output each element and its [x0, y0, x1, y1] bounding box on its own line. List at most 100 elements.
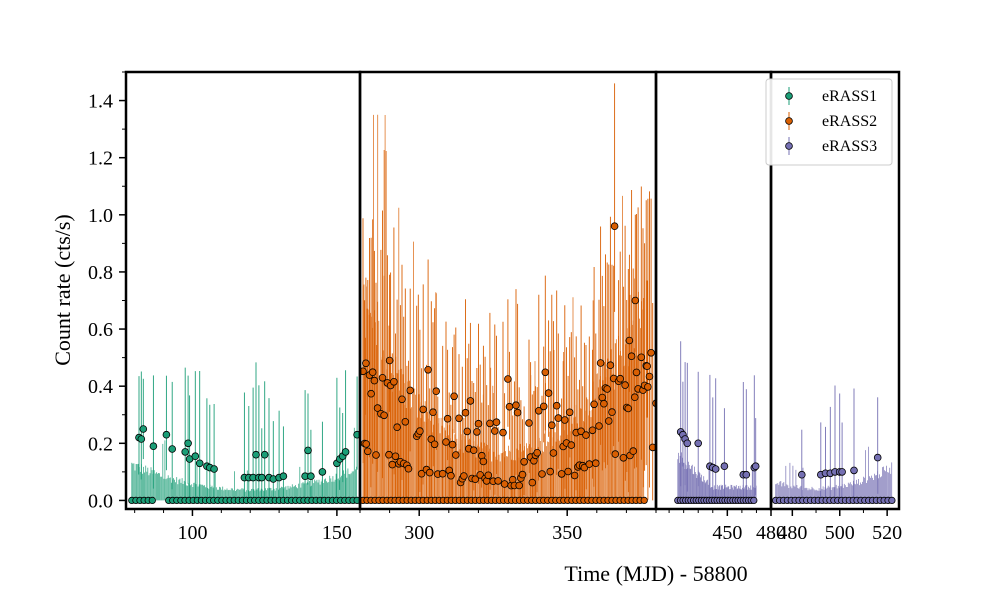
y-tick-label: 1.0	[88, 205, 113, 227]
data-point	[619, 453, 628, 462]
data-point	[304, 446, 312, 455]
data-point	[598, 393, 607, 402]
x-tick-label: 350	[552, 522, 582, 544]
data-point	[751, 462, 760, 471]
data-point	[595, 422, 603, 430]
data-point	[486, 419, 494, 428]
data-point	[591, 459, 600, 468]
data-point	[307, 472, 315, 481]
data-point	[624, 404, 633, 413]
data-point	[647, 348, 655, 357]
data-point	[252, 450, 260, 459]
y-tick-label: 1.2	[88, 148, 113, 170]
data-point	[603, 385, 611, 393]
data-point	[353, 496, 360, 504]
x-tick-label: 450	[712, 522, 742, 544]
data-point	[513, 408, 522, 417]
data-point	[565, 408, 574, 417]
data-point	[401, 417, 410, 426]
data-point	[139, 425, 148, 433]
x-tick-label: 480	[777, 522, 807, 544]
y-tick-label: 0.2	[88, 433, 113, 455]
data-point	[195, 459, 204, 468]
x-axis-title: Time (MJD) - 58800	[564, 561, 747, 586]
data-point	[505, 402, 514, 411]
data-point	[720, 462, 729, 471]
data-point	[385, 450, 393, 459]
data-point	[546, 467, 554, 476]
data-point	[425, 468, 434, 477]
data-point	[210, 465, 218, 473]
data-point	[484, 471, 493, 480]
data-point	[184, 439, 192, 448]
data-point	[504, 375, 512, 383]
data-point	[608, 408, 616, 416]
data-point	[621, 381, 629, 389]
data-point	[419, 405, 428, 414]
data-point	[181, 448, 190, 456]
legend-box	[765, 78, 893, 166]
legend-entry: eRASS1	[822, 88, 877, 105]
data-point	[711, 465, 720, 473]
data-point	[260, 450, 269, 459]
data-point	[637, 353, 646, 362]
data-point	[388, 460, 397, 469]
y-tick-label: 0.6	[88, 319, 113, 341]
x-tick-label: 100	[177, 522, 207, 544]
data-point	[398, 395, 406, 404]
data-point	[149, 442, 158, 451]
data-point	[362, 440, 371, 448]
data-point	[380, 411, 388, 420]
panel-1-error-bars	[131, 362, 358, 501]
data-point	[630, 393, 639, 402]
data-point	[447, 471, 455, 480]
data-point	[582, 431, 590, 439]
data-point	[391, 452, 400, 461]
data-point	[390, 377, 398, 386]
data-point	[191, 452, 200, 461]
data-point	[520, 457, 528, 466]
data-point	[492, 418, 501, 427]
data-point	[471, 475, 480, 484]
data-point	[438, 469, 447, 478]
data-point	[490, 427, 499, 435]
x-tick-label: 300	[404, 522, 434, 544]
legend-marker	[785, 142, 793, 150]
y-tick-label: 0.0	[88, 490, 113, 512]
data-point	[406, 386, 415, 395]
y-tick-label: 0.4	[88, 376, 113, 398]
panel-2-points	[360, 222, 656, 504]
data-point	[461, 408, 470, 417]
data-point	[443, 414, 452, 423]
data-point	[455, 414, 463, 423]
data-point	[629, 447, 637, 455]
data-point	[368, 368, 377, 377]
panel-frames	[124, 70, 901, 511]
data-point	[554, 414, 563, 422]
data-point	[600, 399, 608, 408]
data-point	[528, 478, 537, 487]
data-point	[257, 473, 266, 482]
data-point	[645, 372, 654, 381]
data-point	[463, 427, 472, 436]
data-point	[604, 417, 613, 425]
data-point	[606, 361, 615, 370]
data-point	[552, 401, 561, 410]
data-point	[416, 427, 424, 435]
data-point	[525, 419, 533, 427]
data-point	[137, 435, 146, 443]
data-point	[564, 467, 572, 476]
data-point	[404, 464, 413, 473]
legend-entry: eRASS2	[822, 113, 877, 130]
legend: eRASS1 eRASS2 eRASS3	[765, 78, 893, 166]
data-point	[538, 470, 546, 478]
data-point	[499, 428, 507, 437]
data-point	[590, 400, 598, 409]
data-point	[363, 447, 372, 456]
x-tick-label: 500	[825, 522, 855, 544]
y-tick-label: 0.8	[88, 262, 113, 284]
data-point	[448, 440, 457, 449]
data-point	[460, 472, 468, 480]
